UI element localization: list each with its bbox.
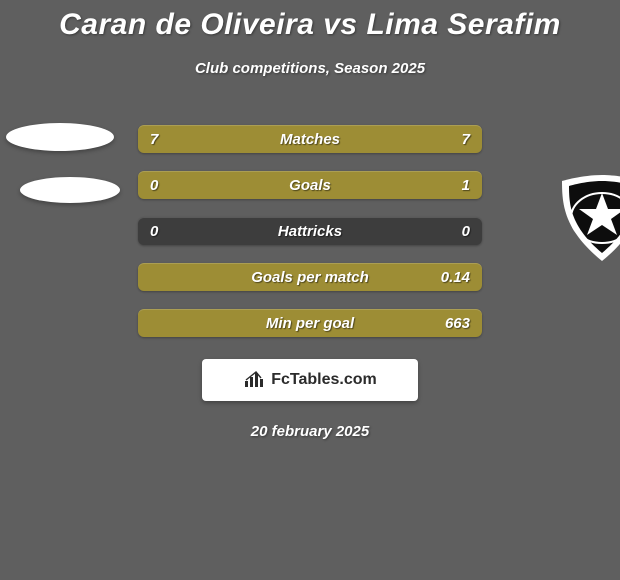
club-shield-icon: [552, 175, 620, 261]
stat-row-mpg: Min per goal 663: [138, 309, 482, 337]
stats-area: 7 Matches 7 0 Goals 1 0 Hattricks 0 Goal…: [0, 125, 620, 337]
decor-ellipse-1: [6, 123, 114, 151]
decor-ellipse-2: [20, 177, 120, 203]
footer-date: 20 february 2025: [0, 423, 620, 440]
stat-right-value: 7: [438, 131, 470, 148]
stat-right-value: 0: [438, 223, 470, 240]
stat-rows: 7 Matches 7 0 Goals 1 0 Hattricks 0 Goal…: [138, 125, 482, 337]
stat-row-gpm: Goals per match 0.14: [138, 263, 482, 291]
page-subtitle: Club competitions, Season 2025: [0, 60, 620, 77]
stat-label: Goals: [138, 177, 482, 194]
stat-right-value: 663: [438, 315, 470, 332]
stat-row-goals: 0 Goals 1: [138, 171, 482, 199]
stat-left-value: 7: [150, 131, 182, 148]
brand-text: FcTables.com: [271, 371, 377, 389]
stat-label: Hattricks: [138, 223, 482, 240]
page-title: Caran de Oliveira vs Lima Serafim: [0, 8, 620, 42]
stat-left-value: 0: [150, 223, 182, 240]
comparison-card: Caran de Oliveira vs Lima Serafim Club c…: [0, 0, 620, 440]
stat-row-hattricks: 0 Hattricks 0: [138, 217, 482, 245]
stat-left-value: 0: [150, 177, 182, 194]
stat-right-value: 0.14: [438, 269, 470, 286]
brand-badge[interactable]: FcTables.com: [202, 359, 418, 401]
stat-right-value: 1: [438, 177, 470, 194]
stat-label: Goals per match: [138, 269, 482, 286]
stat-label: Min per goal: [138, 315, 482, 332]
stat-label: Matches: [138, 131, 482, 148]
stat-row-matches: 7 Matches 7: [138, 125, 482, 153]
bar-chart-icon: [243, 371, 265, 389]
